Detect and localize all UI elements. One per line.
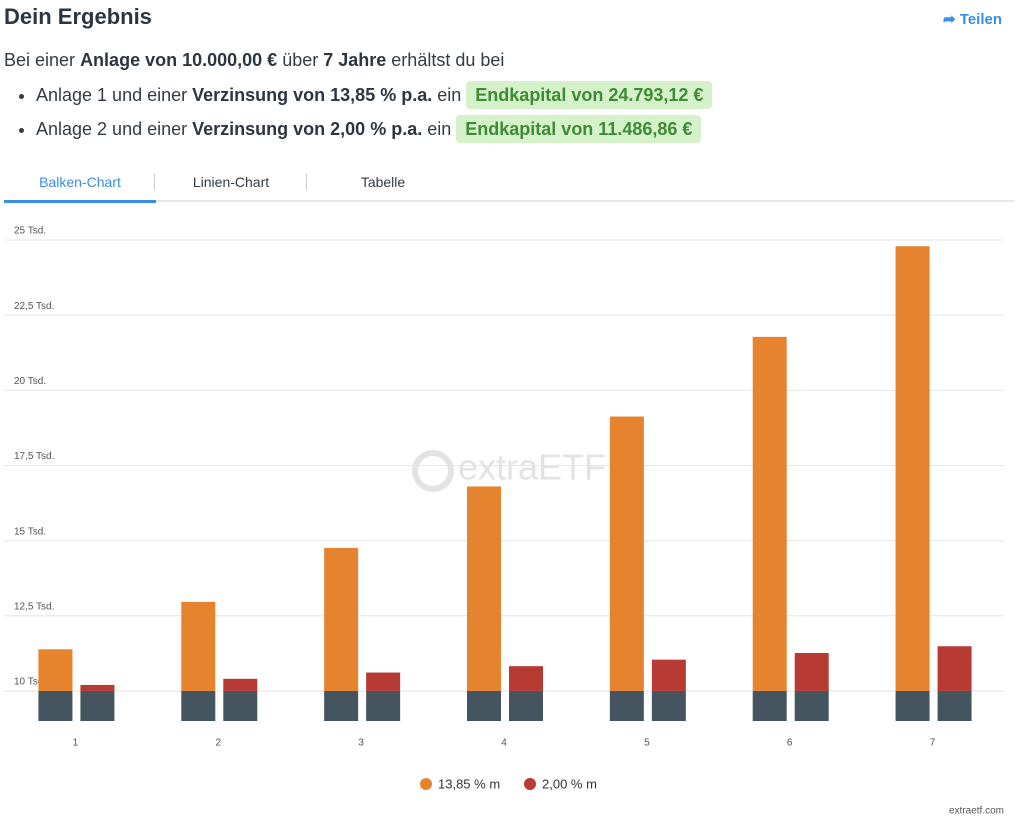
text: erhältst du bei — [391, 50, 505, 70]
gain-bar — [509, 666, 543, 691]
invested-bar — [895, 690, 930, 721]
y-tick-label: 20 Tsd. — [14, 376, 46, 387]
x-tick-label: 6 — [787, 738, 793, 749]
x-tick-label: 7 — [930, 738, 936, 749]
x-tick-label: 4 — [501, 738, 507, 749]
gain-bar — [181, 601, 216, 691]
invested-bar — [366, 690, 401, 721]
legend-label: 2,00 % m — [542, 776, 597, 791]
gain-bar — [794, 653, 829, 691]
y-tick-label: 25 Tsd. — [14, 226, 46, 237]
tab[interactable]: Balken-Chart — [4, 174, 156, 203]
share-button[interactable]: ➦ Teilen — [943, 11, 1002, 28]
gain-bar — [895, 246, 930, 691]
text: Anlage von 10.000,00 € — [80, 50, 278, 70]
invested-bar — [80, 690, 115, 721]
result-list: Anlage 1 und einer Verzinsung von 13,85 … — [0, 80, 713, 148]
y-tick-label: 22,5 Tsd. — [14, 301, 54, 312]
watermark-logo — [412, 450, 454, 492]
gain-bar — [937, 646, 972, 691]
x-tick-label: 5 — [644, 738, 650, 749]
gain-bar — [366, 672, 401, 691]
invested-bar — [181, 690, 216, 721]
gain-bar — [651, 659, 686, 691]
share-label[interactable]: Teilen — [959, 11, 1002, 28]
intro: Bei einer Anlage von 10.000,00 € über 7 … — [4, 50, 504, 71]
tab[interactable]: Linien-Chart — [192, 174, 270, 190]
text: ein — [437, 85, 462, 105]
result-item: Anlage 1 und einer Verzinsung von 13,85 … — [36, 80, 713, 114]
text: Anlage 2 und einer — [36, 119, 188, 139]
invested-bar — [509, 690, 543, 721]
separator — [306, 174, 307, 190]
watermark: extraETF — [458, 447, 606, 488]
legend-label: 13,85 % m — [438, 776, 500, 791]
tab-bar: Balken-Chart Linien-Chart Tabelle — [4, 166, 1014, 203]
legend-swatch — [420, 778, 432, 790]
invested-bar — [651, 690, 686, 721]
invested-bar — [467, 690, 501, 721]
text: Verzinsung von 13,85 % p.a. — [192, 85, 433, 105]
gain-bar — [38, 649, 73, 691]
invested-bar — [38, 690, 73, 721]
invested-bar — [937, 690, 972, 721]
legend-swatch — [524, 778, 536, 790]
text: Bei einer — [4, 50, 76, 70]
gain-bar — [80, 684, 115, 691]
y-tick-label: 15 Tsd. — [14, 526, 46, 537]
x-tick-label: 3 — [358, 738, 364, 749]
text: Anlage 1 und einer — [36, 85, 188, 105]
gain-bar — [324, 547, 359, 691]
gain-bar — [752, 336, 787, 691]
title: Dein Ergebnis — [4, 4, 152, 29]
gain-bar — [467, 486, 501, 691]
y-tick-label: 10 Tsd. — [14, 677, 46, 688]
text: ein — [427, 119, 452, 139]
invested-bar — [752, 690, 787, 721]
result-pill: Endkapital von 24.793,12 € — [466, 81, 713, 109]
text: Verzinsung von 2,00 % p.a. — [192, 119, 423, 139]
gain-bar — [223, 678, 258, 691]
invested-bar — [223, 690, 258, 721]
text: 7 Jahre — [323, 50, 387, 70]
x-tick-label: 2 — [216, 738, 222, 749]
tab[interactable]: Tabelle — [360, 174, 406, 190]
separator — [154, 174, 155, 190]
result-item: Anlage 2 und einer Verzinsung von 2,00 %… — [36, 114, 712, 148]
x-tick-label: 1 — [73, 738, 79, 749]
credit: extraetf.com — [949, 806, 1004, 817]
invested-bar — [609, 690, 644, 721]
y-tick-label: 17,5 Tsd. — [14, 451, 54, 462]
invested-bar — [324, 690, 359, 721]
invested-bar — [794, 690, 829, 721]
text: über — [282, 50, 319, 70]
y-tick-label: 12,5 Tsd. — [14, 601, 54, 612]
gain-bar — [609, 416, 644, 691]
chart: extraETF 10 Tsd. 12,5 Tsd. 15 Tsd. 17,5 Tsd.… — [4, 226, 1004, 817]
result-pill: Endkapital von 11.486,86 € — [456, 115, 702, 143]
